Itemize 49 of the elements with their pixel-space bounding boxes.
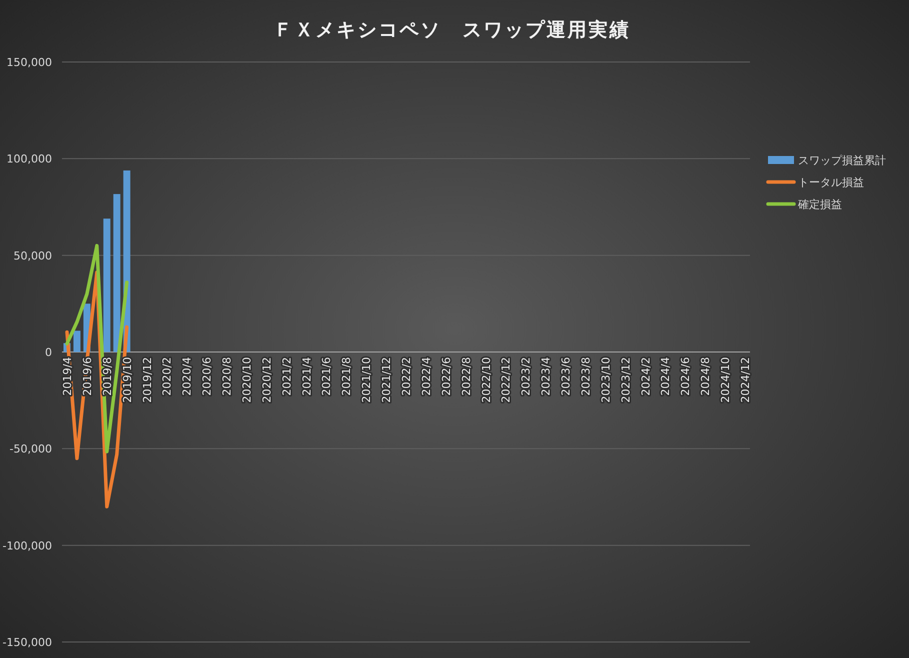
y-tick-label: -50,000 [10,442,52,456]
chart-title: ＦＸメキシコペソ スワップ運用実績 [274,19,630,41]
x-tick-label: 2024/10 [719,357,732,403]
x-tick-label: 2021/12 [380,357,394,403]
x-tick-label: 2024/12 [739,357,752,403]
x-tick-label: 2023/2 [520,357,533,396]
y-tick-label: 100,000 [6,152,52,166]
x-tick-label: 2019/8 [100,357,114,396]
x-tick-label: 2021/4 [300,357,314,396]
x-tick-label: 2020/2 [160,357,174,396]
legend-label: スワップ損益累計 [798,154,886,167]
x-tick-label: 2022/6 [440,357,453,396]
bar [73,330,80,352]
x-tick-label: 2022/4 [420,357,433,396]
legend-label: トータル損益 [798,176,864,189]
x-tick-label: 2024/8 [699,357,712,396]
x-tick-label: 2023/6 [560,357,573,396]
x-tick-label: 2021/6 [320,357,334,396]
x-tick-label: 2024/6 [679,357,692,396]
x-tick-label: 2020/8 [220,357,234,396]
x-tick-label: 2023/12 [619,357,632,403]
x-tick-label: 2020/4 [180,357,194,396]
x-tick-label: 2022/2 [400,357,413,396]
x-tick-label: 2020/12 [260,357,274,403]
legend-label: 確定損益 [797,198,842,211]
x-tick-label: 2023/4 [540,357,553,396]
x-tick-label: 2022/12 [500,357,513,403]
x-tick-label: 2021/8 [340,357,354,396]
x-tick-label: 2021/10 [360,357,374,403]
x-tick-label: 2022/10 [480,357,493,403]
x-tick-label: 2024/2 [639,357,652,396]
y-tick-label: -150,000 [2,636,52,649]
x-tick-label: 2023/8 [579,357,592,396]
x-tick-label: 2019/12 [140,357,154,403]
x-tick-label: 2024/4 [659,357,672,396]
y-tick-label: 50,000 [14,249,52,262]
x-tick-label: 2020/6 [200,357,214,396]
x-tick-label: 2023/10 [599,357,612,403]
x-tick-label: 2021/2 [280,357,294,396]
x-tick-label: 2020/10 [240,357,254,403]
x-tick-label: 2019/6 [80,357,94,396]
bar [103,218,110,352]
x-tick-label: 2019/10 [120,357,134,403]
y-tick-label: -100,000 [2,539,52,552]
y-tick-label: 0 [45,346,52,359]
x-tick-label: 2022/8 [460,357,473,396]
y-tick-label: 150,000 [6,56,52,69]
x-tick-label: 2019/4 [60,357,74,396]
bar [113,194,120,352]
